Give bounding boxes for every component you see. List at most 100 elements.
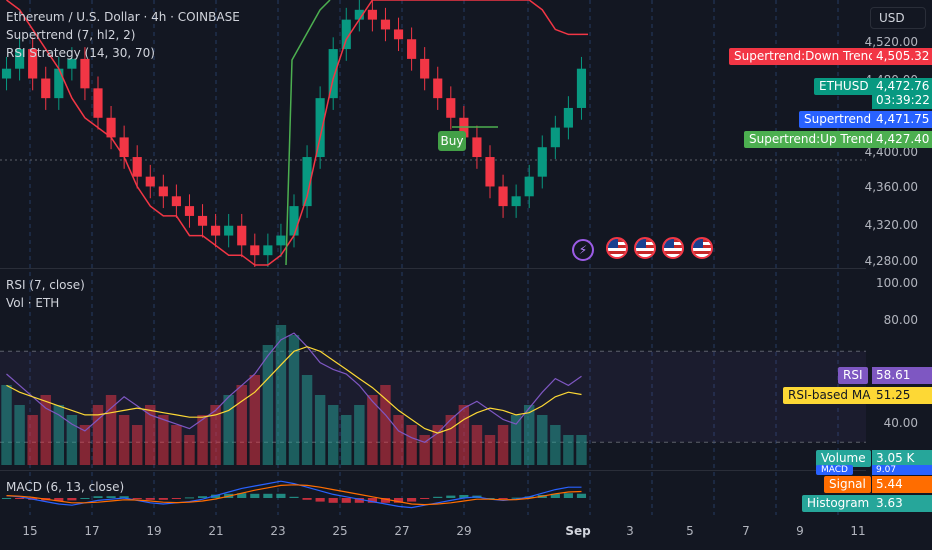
histogram-bar: [1, 498, 12, 499]
histogram-bar: [67, 498, 77, 501]
candle-body: [354, 9, 364, 20]
candle-body: [158, 186, 168, 197]
us-flag-icon[interactable]: [634, 237, 656, 259]
candle-body: [263, 245, 273, 256]
time-axis-label: 17: [84, 524, 100, 538]
volume-bar: [314, 395, 326, 465]
symbol-title[interactable]: Ethereum / U.S. Dollar · 4h · COINBASE: [6, 10, 240, 24]
us-flag-icon[interactable]: [606, 237, 628, 259]
ethusd-price-value: 4,472.76: [872, 78, 932, 95]
time-axis-label: 27: [394, 524, 410, 538]
pane-separator[interactable]: [0, 268, 866, 269]
price-axis-label: 4,320.00: [864, 218, 918, 232]
flash-icon[interactable]: ⚡: [572, 239, 594, 261]
time-axis-label: Sep: [565, 524, 591, 538]
signal-badge: Signal: [824, 476, 871, 493]
time-axis-label: 15: [22, 524, 38, 538]
macd-indicator-label[interactable]: MACD (6, 13, close): [6, 480, 125, 494]
volume-bar: [301, 375, 313, 465]
candle-body: [197, 215, 208, 226]
volume-indicator-label[interactable]: Vol · ETH: [6, 296, 60, 310]
volume-bar: [445, 415, 457, 465]
volume-bar: [262, 345, 274, 465]
volume-bar: [484, 435, 496, 465]
candle-body: [511, 196, 521, 207]
macd-badge: MACD: [816, 465, 853, 475]
candle-body: [1, 68, 12, 79]
volume-bar: [576, 435, 587, 465]
candle-body: [420, 58, 430, 79]
candle-body: [80, 58, 90, 89]
us-flag-icon[interactable]: [662, 237, 684, 259]
supertrend-value: 4,471.75: [872, 111, 932, 128]
candle-body: [328, 49, 338, 99]
supertrend-up-line: [285, 0, 331, 266]
supertrend-badge: Supertrend: [799, 111, 877, 128]
time-axis-label: 11: [850, 524, 866, 538]
histogram-bar: [171, 498, 181, 499]
histogram-bar: [15, 498, 25, 499]
volume-bar: [275, 325, 287, 465]
histogram-bar: [446, 495, 456, 498]
rsi-ma-badge: RSI-based MA: [783, 387, 876, 404]
histogram-bar: [393, 498, 404, 503]
histogram-bar: [158, 498, 168, 500]
candle-body: [472, 137, 482, 158]
volume-bar: [497, 425, 509, 465]
histogram-bar: [276, 493, 286, 498]
volume-bar: [288, 335, 300, 465]
histogram-bar: [184, 497, 195, 499]
histogram-bar: [563, 493, 573, 498]
candle-body: [289, 206, 299, 236]
histogram-bar: [498, 498, 508, 499]
histogram-bar: [250, 493, 260, 498]
rsi-axis-label: 80.00: [883, 313, 918, 327]
histogram-bar: [80, 498, 90, 499]
histogram-bar: [328, 498, 338, 503]
macd-line: [6, 480, 582, 509]
time-axis-label: 9: [796, 524, 804, 538]
volume-bar: [537, 415, 548, 465]
candle-body: [498, 186, 508, 207]
candle-body: [407, 39, 417, 59]
time-axis-label: 23: [270, 524, 286, 538]
volume-bar: [510, 415, 522, 465]
volume-bar: [236, 385, 247, 465]
rsi-legend: RSI (7, close) Vol · ETH: [6, 276, 85, 312]
candle-body: [446, 98, 456, 118]
time-axis-label: 25: [332, 524, 348, 538]
time-axis-label: 21: [208, 524, 224, 538]
histogram-bar: [420, 498, 430, 499]
volume-bar: [131, 425, 143, 465]
currency-button[interactable]: USD: [870, 7, 926, 29]
histogram-value: 3.63: [872, 495, 932, 512]
us-flag-icon[interactable]: [691, 237, 713, 259]
candle-body: [132, 157, 142, 177]
ethusd-countdown: 03:39:22: [872, 92, 932, 109]
histogram-badge: Histogram: [802, 495, 875, 512]
time-axis-label: 29: [456, 524, 472, 538]
candle-body: [433, 78, 443, 99]
volume-bar: [523, 405, 535, 465]
volume-bar: [171, 425, 182, 465]
supertrend-down-value: 4,505.32: [872, 48, 932, 65]
volume-bar: [1, 385, 12, 465]
volume-bar: [27, 415, 38, 465]
volume-bar: [563, 435, 574, 465]
histogram-bar: [302, 498, 312, 500]
rsi-badge: RSI: [838, 367, 868, 384]
pane-separator[interactable]: [0, 470, 866, 471]
volume-bar: [550, 425, 561, 465]
buy-signal-label[interactable]: Buy: [438, 131, 466, 151]
macd-legend: MACD (6, 13, close): [6, 478, 124, 496]
supertrend-indicator-label[interactable]: Supertrend (7, hl2, 2): [6, 28, 136, 42]
rsi-indicator-label[interactable]: RSI (7, close): [6, 278, 85, 292]
volume-bar: [53, 405, 65, 465]
time-axis-label: 19: [146, 524, 162, 538]
volume-bar: [184, 435, 195, 465]
candle-body: [211, 225, 221, 236]
rsi-strategy-indicator-label[interactable]: RSI Strategy (14, 30, 70): [6, 46, 155, 60]
candle-body: [184, 206, 195, 216]
